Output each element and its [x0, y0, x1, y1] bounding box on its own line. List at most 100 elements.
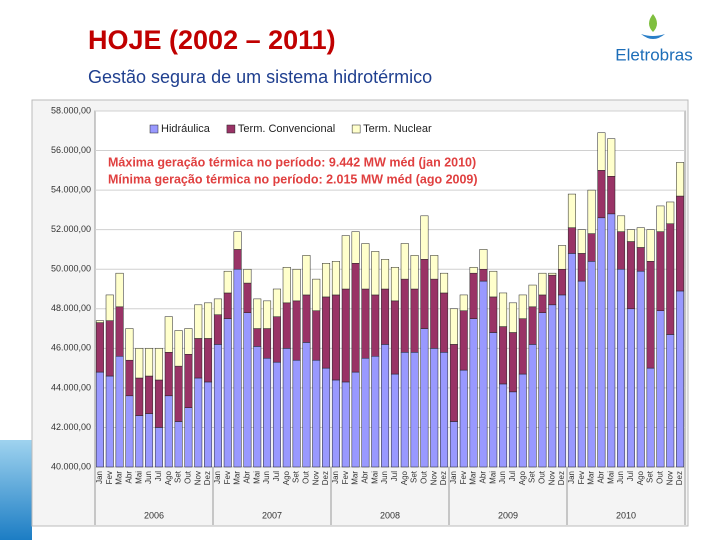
- bar-segment: [617, 268, 626, 468]
- x-tick-label: Fev: [341, 471, 350, 484]
- bar-segment: [194, 377, 203, 468]
- bar-segment: [626, 308, 635, 468]
- bar-segment: [135, 415, 144, 468]
- bar-segment: [558, 268, 567, 296]
- bar-segment: [95, 320, 104, 323]
- bar-segment: [420, 259, 429, 329]
- bar-segment: [479, 268, 488, 282]
- x-tick-label: Set: [292, 470, 301, 483]
- bar-segment: [390, 373, 399, 468]
- x-tick-label: Jul: [272, 471, 281, 481]
- bar-segment: [676, 290, 685, 468]
- x-tick-label: Nov: [311, 471, 320, 485]
- bar-segment: [233, 249, 242, 270]
- bar-segment: [233, 231, 242, 250]
- legend-label: Hidráulica: [161, 123, 211, 135]
- bar-segment: [587, 261, 596, 468]
- decor-strip: [0, 440, 32, 540]
- x-tick-label: Jun: [380, 471, 389, 484]
- bar-segment: [174, 365, 183, 422]
- slide-subtitle: Gestão segura de um sistema hidrotérmico: [88, 67, 432, 87]
- bar-segment: [361, 357, 370, 468]
- x-tick-label: Mai: [370, 471, 379, 484]
- bar-segment: [666, 201, 675, 224]
- bar-segment: [361, 243, 370, 290]
- bar-segment: [469, 272, 478, 319]
- x-tick-label: Jun: [498, 471, 507, 484]
- bar-segment: [420, 328, 429, 468]
- bar-segment: [164, 395, 173, 468]
- x-tick-label: Abr: [597, 471, 606, 484]
- bar-segment: [371, 355, 380, 468]
- x-tick-label: Jan: [213, 471, 222, 484]
- year-label: 2007: [262, 510, 282, 520]
- bar-segment: [105, 375, 114, 468]
- bar-segment: [656, 205, 665, 232]
- x-tick-label: Jul: [508, 471, 517, 481]
- bar-segment: [263, 328, 272, 359]
- bar-segment: [469, 266, 478, 274]
- bar-segment: [331, 379, 340, 468]
- bar-segment: [322, 263, 331, 298]
- logo-drop: [649, 14, 657, 32]
- bar-segment: [449, 421, 458, 468]
- bar-segment: [154, 427, 163, 468]
- bar-segment: [538, 312, 547, 468]
- bar-segment: [331, 294, 340, 381]
- bar-segment: [430, 348, 439, 468]
- bar-segment: [548, 304, 557, 468]
- bar-segment: [213, 344, 222, 468]
- slide-title: HOJE (2002 – 2011): [88, 25, 336, 55]
- bar-segment: [626, 229, 635, 242]
- x-tick-label: Out: [656, 470, 665, 484]
- x-tick-label: Jun: [616, 471, 625, 484]
- bar-segment: [145, 413, 154, 468]
- bar-segment: [459, 294, 468, 312]
- bar-segment: [558, 245, 567, 270]
- legend-label: Term. Nuclear: [363, 123, 432, 135]
- x-tick-label: Nov: [429, 471, 438, 485]
- x-tick-label: Jul: [626, 471, 635, 481]
- bar-segment: [617, 215, 626, 232]
- legend-swatch: [149, 124, 159, 134]
- bar-segment: [371, 294, 380, 357]
- bar-segment: [351, 231, 360, 264]
- bar-segment: [302, 342, 311, 468]
- bar-segment: [95, 322, 104, 373]
- legend-label: Term. Convencional: [238, 123, 335, 135]
- bar-segment: [105, 320, 114, 377]
- bar-segment: [95, 371, 104, 468]
- legend-swatch: [351, 124, 361, 134]
- bar-segment: [646, 229, 655, 262]
- bar-segment: [125, 359, 134, 397]
- legend-swatch: [226, 124, 236, 134]
- bar-segment: [184, 328, 193, 355]
- bar-segment: [666, 223, 675, 335]
- x-tick-label: Mar: [233, 471, 242, 485]
- x-tick-label: Nov: [665, 471, 674, 485]
- year-label: 2010: [616, 510, 636, 520]
- bar-segment: [282, 302, 291, 349]
- y-tick-label: 56.000,00: [51, 145, 91, 155]
- bar-segment: [548, 272, 557, 276]
- bar-segment: [636, 227, 645, 248]
- bar-segment: [676, 195, 685, 292]
- bar-segment: [381, 288, 390, 345]
- bar-segment: [636, 247, 645, 272]
- x-tick-label: Abr: [361, 471, 370, 484]
- bar-segment: [322, 367, 331, 468]
- x-tick-label: Fev: [223, 471, 232, 484]
- x-tick-label: Mar: [351, 471, 360, 485]
- bar-segment: [272, 288, 281, 317]
- bar-segment: [538, 272, 547, 296]
- bar-segment: [371, 251, 380, 296]
- bar-segment: [469, 318, 478, 468]
- x-tick-label: Jan: [449, 471, 458, 484]
- y-tick-label: 46.000,00: [51, 343, 91, 353]
- x-tick-label: Ago: [636, 470, 645, 485]
- bar-segment: [154, 379, 163, 428]
- bar-segment: [302, 294, 311, 343]
- bar-segment: [459, 369, 468, 468]
- bar-segment: [607, 138, 616, 177]
